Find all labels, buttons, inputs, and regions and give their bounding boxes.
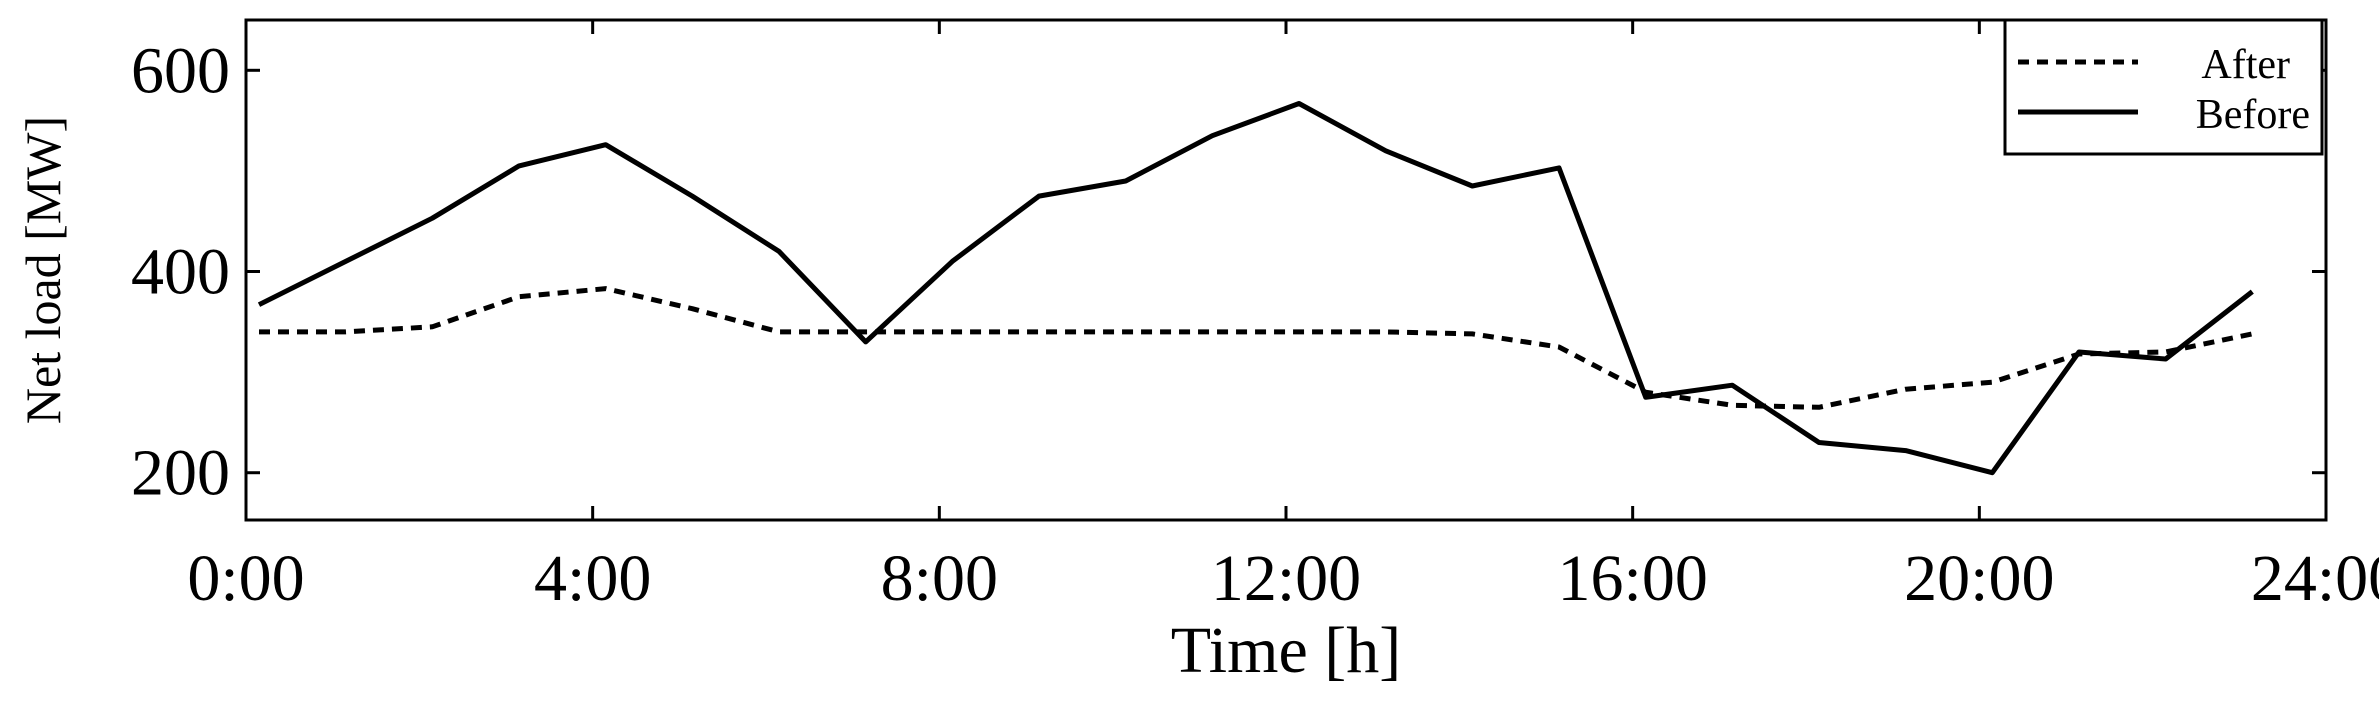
x-tick-label: 20:00 xyxy=(1904,542,2054,615)
x-tick-label: 16:00 xyxy=(1557,542,1707,615)
x-axis-title: Time [h] xyxy=(1171,614,1401,687)
x-tick-label: 24:00 xyxy=(2251,542,2379,615)
series-line-after xyxy=(259,286,2253,410)
x-tick-label: 8:00 xyxy=(881,542,998,615)
legend-box xyxy=(2003,18,2324,156)
x-tick-label: 4:00 xyxy=(534,542,651,615)
y-tick-label: 600 xyxy=(131,34,230,107)
series-line-before xyxy=(257,101,2254,476)
y-axis-title: Net load [MW] xyxy=(15,116,71,424)
x-tick-label: 12:00 xyxy=(1211,542,1361,615)
y-tick-label: 200 xyxy=(131,437,230,510)
legend-before-label: Before xyxy=(2196,92,2310,138)
y-tick-label: 400 xyxy=(131,236,230,309)
x-tick-label: 0:00 xyxy=(187,542,304,615)
axis-ticks xyxy=(244,20,2328,520)
legend: After Before xyxy=(2003,18,2324,156)
y-tick-labels: 200 400 600 xyxy=(131,34,230,509)
legend-after-label: After xyxy=(2201,42,2290,88)
series-lines xyxy=(257,101,2254,476)
x-tick-labels: 0:00 4:00 8:00 12:00 16:00 20:00 24:00 xyxy=(187,542,2379,615)
